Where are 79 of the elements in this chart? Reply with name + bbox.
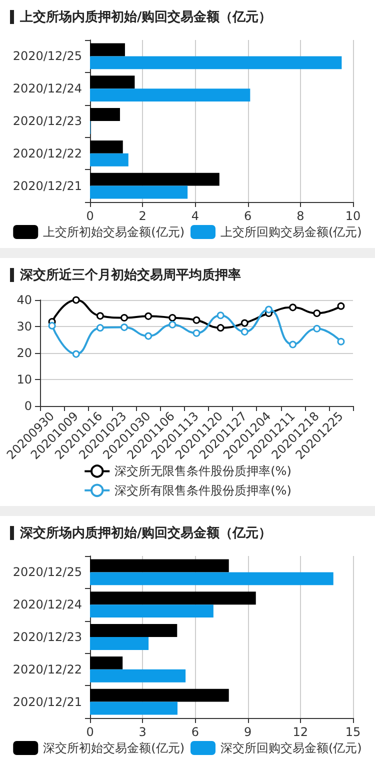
legend-label: 深交所有限售条件股份质押率(%) bbox=[114, 483, 292, 498]
point bbox=[337, 302, 345, 310]
bar bbox=[90, 153, 128, 166]
point bbox=[192, 316, 200, 324]
bar bbox=[90, 172, 220, 186]
bar bbox=[90, 592, 256, 605]
chart-title: 深交所场内质押初始/购回交易金额（亿元） bbox=[20, 524, 272, 542]
legend-label: 上交所初始交易金额(亿元) bbox=[43, 225, 185, 239]
x-tick-label: 2 bbox=[138, 209, 146, 223]
point bbox=[240, 319, 248, 327]
bar bbox=[90, 702, 178, 715]
bar bbox=[90, 637, 149, 650]
point bbox=[120, 314, 128, 322]
y-tick-label: 2020/12/24 bbox=[12, 598, 82, 612]
y-tick-label: 0 bbox=[24, 399, 32, 413]
legend-label: 深交所无限售条件股份质押率(%) bbox=[114, 464, 292, 478]
bar bbox=[90, 88, 250, 102]
bar bbox=[90, 140, 123, 154]
point bbox=[96, 312, 104, 320]
bar bbox=[90, 656, 123, 670]
point bbox=[144, 312, 152, 320]
point bbox=[313, 310, 321, 317]
point bbox=[289, 304, 297, 312]
x-tick-label: 6 bbox=[244, 209, 252, 223]
y-tick-label: 2020/12/21 bbox=[12, 694, 82, 709]
point bbox=[120, 324, 128, 332]
y-tick-label: 2020/12/24 bbox=[12, 82, 82, 96]
point bbox=[240, 328, 248, 336]
point bbox=[216, 324, 224, 332]
bar bbox=[90, 559, 229, 572]
point bbox=[192, 329, 200, 337]
point bbox=[144, 332, 152, 340]
bar bbox=[90, 669, 186, 682]
point bbox=[168, 314, 176, 322]
bar bbox=[90, 56, 342, 70]
y-tick-label: 2020/12/23 bbox=[12, 630, 82, 644]
bar bbox=[90, 186, 188, 199]
x-tick-label: 8 bbox=[296, 209, 304, 223]
y-tick-label: 2020/12/25 bbox=[12, 49, 82, 64]
point bbox=[216, 312, 224, 320]
point bbox=[72, 350, 80, 358]
x-tick-label: 0 bbox=[86, 209, 94, 223]
point bbox=[168, 320, 176, 328]
y-tick-label: 10 bbox=[16, 372, 32, 386]
y-tick-label: 2020/12/23 bbox=[12, 114, 82, 128]
point bbox=[337, 338, 345, 346]
y-tick-label: 2020/12/21 bbox=[12, 178, 82, 193]
x-tick-label: 0 bbox=[86, 725, 94, 739]
y-tick-label: 30 bbox=[16, 320, 32, 334]
x-tick-label: 6 bbox=[191, 725, 200, 739]
y-tick-label: 2020/12/22 bbox=[12, 662, 82, 676]
y-tick-label: 20 bbox=[16, 346, 32, 360]
y-tick-label: 2020/12/22 bbox=[12, 146, 82, 160]
point bbox=[289, 340, 297, 348]
y-tick-label: 2020/12/25 bbox=[12, 565, 82, 580]
legend-label: 深交所回购交易金额(亿元) bbox=[220, 741, 362, 755]
chart-title: 上交所场内质押初始/购回交易金额（亿元） bbox=[20, 8, 272, 26]
bar bbox=[90, 108, 120, 121]
legend-label: 上交所回购交易金额(亿元) bbox=[220, 225, 362, 239]
x-tick-label: 15 bbox=[345, 725, 361, 739]
bar bbox=[90, 572, 334, 586]
legend-label: 深交所初始交易金额(亿元) bbox=[43, 741, 185, 755]
bar bbox=[90, 76, 135, 89]
point bbox=[264, 306, 272, 314]
point bbox=[48, 322, 56, 330]
chart-title: 深交所近三个月初始交易周平均质押率 bbox=[20, 266, 241, 284]
bar bbox=[90, 604, 214, 618]
point bbox=[72, 296, 80, 304]
bar bbox=[90, 624, 178, 637]
x-tick-label: 4 bbox=[191, 209, 200, 223]
bar bbox=[90, 688, 229, 702]
bar bbox=[90, 43, 125, 56]
x-tick-label: 10 bbox=[345, 209, 361, 223]
point bbox=[313, 324, 321, 332]
x-tick-label: 3 bbox=[138, 725, 146, 739]
y-tick-label: 40 bbox=[16, 293, 32, 307]
point bbox=[96, 324, 104, 332]
x-tick-label: 12 bbox=[292, 725, 308, 739]
x-tick-label: 9 bbox=[244, 725, 252, 739]
